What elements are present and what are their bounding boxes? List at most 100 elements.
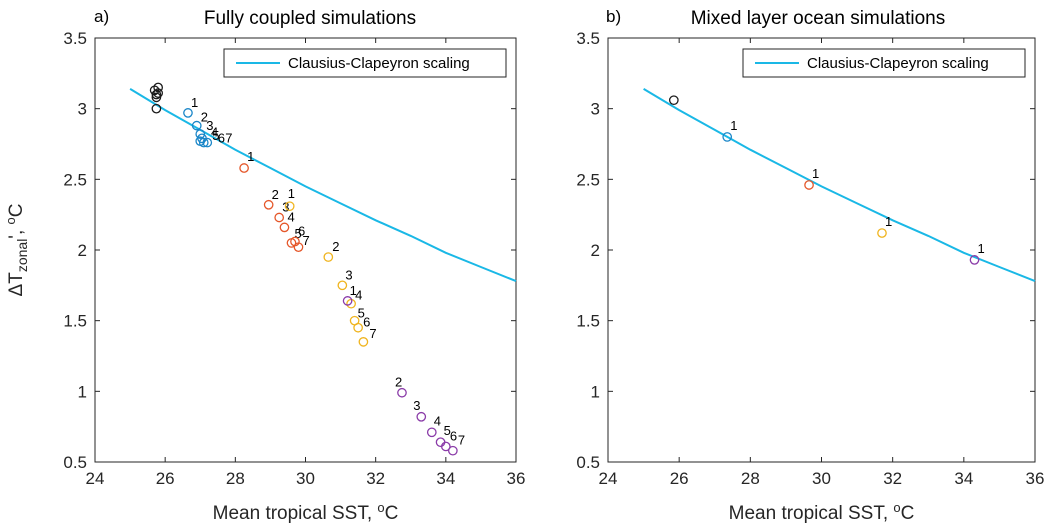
- x-axis-label-unit: C: [901, 503, 915, 524]
- data-point: [342, 296, 353, 306]
- data-point-label: 2: [272, 187, 279, 202]
- data-point: [426, 427, 437, 438]
- data-point-label: 5: [358, 306, 365, 321]
- data-point-label: 1: [350, 283, 357, 298]
- cc-scaling-curve: [129, 88, 517, 283]
- panel-b: 24 26 28 30 32 34 36 0.5 1 1.5 2 2.5 3 3.5 Mean tropic…: [576, 7, 1044, 524]
- data-point: [183, 108, 193, 118]
- data-point-label: 7: [302, 233, 309, 248]
- y-axis-label-unit-sup: o: [3, 217, 18, 224]
- data-point: [191, 120, 202, 131]
- data-point: [151, 89, 162, 100]
- data-point-label: 6: [298, 224, 305, 239]
- x-tick-label: 32: [366, 469, 385, 488]
- x-axis-label-sup: o: [377, 500, 384, 515]
- x-axis-label: Mean tropical SST, oC: [729, 500, 915, 524]
- data-point-label: 1: [247, 149, 254, 164]
- data-point-label: 1: [885, 214, 892, 229]
- x-axis-label: Mean tropical SST, oC: [213, 500, 399, 524]
- legend: Clausius-Clapeyron scaling: [223, 48, 507, 78]
- legend-label: Clausius-Clapeyron scaling: [288, 55, 470, 72]
- y-tick-label: 1.5: [576, 312, 600, 331]
- y-tick-label: 1: [78, 382, 87, 401]
- x-tick-label: 30: [296, 469, 315, 488]
- data-point-label: 3: [206, 118, 213, 133]
- panel-tag: a): [94, 7, 109, 26]
- data-point: [323, 252, 334, 262]
- data-point: [337, 280, 348, 291]
- data-point-label: 1: [730, 118, 737, 133]
- panel-tag: b): [606, 7, 621, 26]
- x-axis-label-text: Mean tropical SST,: [729, 503, 894, 524]
- plot-area: [94, 37, 517, 463]
- data-point: [969, 255, 980, 265]
- legend-label: Clausius-Clapeyron scaling: [807, 55, 989, 72]
- plot-area: [607, 37, 1036, 463]
- y-tick-label: 3: [78, 100, 87, 119]
- data-point-label: 6: [450, 428, 457, 443]
- x-tick-label: 28: [741, 469, 760, 488]
- y-tick-label: 3: [591, 100, 600, 119]
- data-point: [198, 137, 209, 148]
- x-axis-label-sup: o: [893, 500, 900, 515]
- data-point: [279, 222, 290, 233]
- data-point-label: 6: [363, 315, 370, 330]
- y-axis-label-tail: ',: [6, 225, 27, 239]
- x-tick-label: 24: [599, 469, 618, 488]
- y-axis-label-unit: C: [6, 204, 27, 218]
- cc-scaling-curve: [643, 88, 1036, 283]
- x-tick-label: 26: [670, 469, 689, 488]
- data-point: [358, 337, 369, 347]
- x-tick-label: 36: [507, 469, 526, 488]
- data-point: [151, 103, 162, 114]
- data-point: [877, 228, 887, 238]
- data-point: [195, 129, 206, 139]
- x-tick-label: 34: [436, 469, 455, 488]
- data-point-label: 5: [212, 128, 219, 143]
- panel-title: Fully coupled simulations: [204, 8, 416, 29]
- y-axis-label-sub: zonal: [14, 239, 30, 272]
- data-point: [804, 180, 814, 190]
- data-point-label: 3: [345, 267, 352, 282]
- data-point-label: 3: [413, 398, 420, 413]
- x-tick-label: 34: [954, 469, 973, 488]
- data-point-label: 2: [332, 239, 339, 254]
- data-point-label: 7: [458, 433, 465, 448]
- x-axis-label-text: Mean tropical SST,: [213, 503, 378, 524]
- data-point: [153, 88, 163, 98]
- data-point: [440, 441, 451, 452]
- data-point: [397, 387, 407, 398]
- x-tick-label: 24: [86, 469, 105, 488]
- data-point: [263, 199, 274, 210]
- x-tick-label: 28: [226, 469, 245, 488]
- data-point: [202, 137, 213, 148]
- y-tick-label: 0.5: [63, 453, 87, 472]
- y-tick-label: 3.5: [576, 29, 600, 48]
- data-point-label: 1: [191, 95, 198, 110]
- data-point: [284, 201, 295, 212]
- y-tick-label: 3.5: [63, 29, 87, 48]
- y-tick-label: 0.5: [576, 453, 600, 472]
- y-tick-label: 2.5: [576, 170, 600, 189]
- x-axis-label-unit: C: [385, 503, 399, 524]
- data-point: [722, 132, 733, 142]
- x-tick-label: 26: [156, 469, 175, 488]
- data-point-label: 4: [287, 209, 294, 224]
- data-point: [668, 95, 679, 106]
- data-point: [447, 445, 458, 456]
- y-tick-label: 1.5: [63, 312, 87, 331]
- data-point: [416, 411, 427, 422]
- data-point-label: 1: [978, 241, 985, 256]
- data-point-label: 7: [369, 326, 376, 341]
- data-point: [239, 163, 249, 173]
- data-point-label: 4: [434, 413, 441, 428]
- y-axis-label: ΔTzonal', oC: [3, 204, 30, 297]
- data-point: [353, 322, 363, 333]
- data-point-label: 4: [355, 288, 362, 303]
- data-point: [151, 92, 162, 103]
- data-point-label: 4: [211, 124, 218, 139]
- y-axis-label-main: ΔT: [6, 272, 27, 297]
- data-point-label: 7: [225, 131, 232, 146]
- y-tick-label: 2.5: [63, 170, 87, 189]
